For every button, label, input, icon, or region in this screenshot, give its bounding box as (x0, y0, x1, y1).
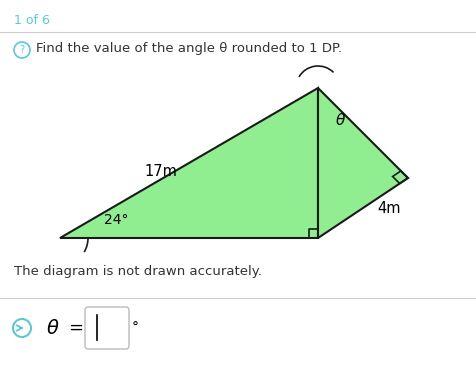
Text: 4m: 4m (377, 200, 401, 215)
FancyBboxPatch shape (85, 307, 129, 349)
Polygon shape (318, 88, 408, 238)
Text: The diagram is not drawn accurately.: The diagram is not drawn accurately. (14, 265, 262, 278)
Text: 24°: 24° (104, 213, 129, 227)
Text: Find the value of the angle θ rounded to 1 DP.: Find the value of the angle θ rounded to… (36, 42, 342, 55)
Polygon shape (60, 88, 318, 238)
Text: ?: ? (20, 45, 25, 55)
Text: $\theta$: $\theta$ (46, 319, 60, 337)
Text: °: ° (132, 321, 139, 335)
Text: θ: θ (335, 113, 345, 128)
Text: 1 of 6: 1 of 6 (14, 14, 50, 27)
Text: =: = (68, 319, 83, 337)
Text: 17m: 17m (145, 163, 178, 178)
